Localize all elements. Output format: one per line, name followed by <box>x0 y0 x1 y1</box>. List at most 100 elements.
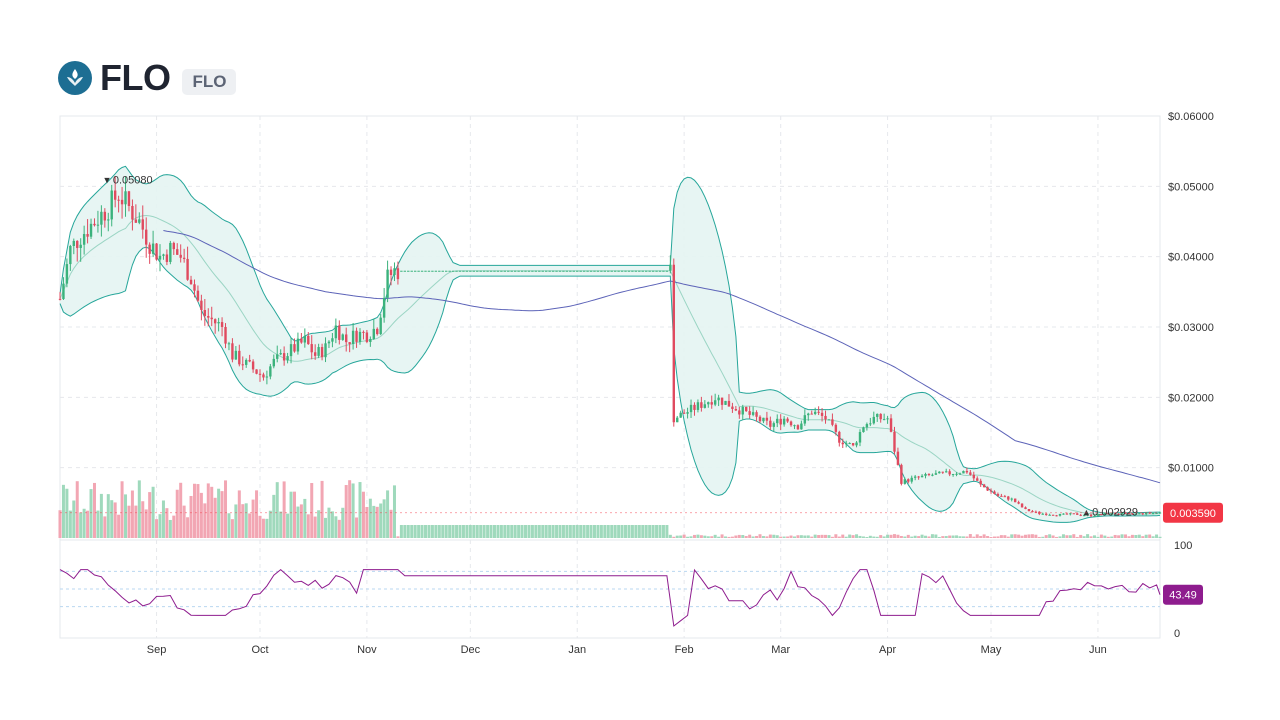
candle-body <box>486 270 489 272</box>
candle-body <box>627 270 631 272</box>
volume-bar <box>1013 534 1017 538</box>
volume-bar <box>475 525 479 538</box>
volume-bar <box>465 525 469 538</box>
candle-body <box>576 270 579 272</box>
candle-body <box>769 420 772 427</box>
volume-bar <box>1048 534 1052 538</box>
volume-bar <box>1092 535 1096 538</box>
volume-bar <box>1082 536 1086 538</box>
candle-body <box>503 270 507 272</box>
volume-bar <box>372 505 376 538</box>
candle-body <box>813 411 817 414</box>
candle-body <box>641 270 644 272</box>
volume-bar <box>820 534 824 538</box>
candle-body <box>310 344 313 353</box>
volume-bar <box>872 536 876 538</box>
volume-bar <box>799 535 803 538</box>
volume-bar <box>568 525 572 538</box>
candle-body <box>969 472 972 475</box>
candle-body <box>107 219 110 221</box>
volume-bar <box>534 525 538 538</box>
candle-body <box>1155 512 1158 514</box>
candle-body <box>262 374 265 378</box>
candle-body <box>517 270 520 272</box>
volume-bar <box>251 499 255 538</box>
candle-body <box>365 332 369 342</box>
candle-body <box>655 270 658 272</box>
volume-bar <box>330 511 334 538</box>
candle-body <box>924 474 927 476</box>
volume-bar <box>1155 534 1159 538</box>
volume-bar <box>224 480 228 538</box>
last-price-label: 0.003590 <box>1170 508 1216 520</box>
candle-body <box>145 229 148 245</box>
candle-body <box>927 474 931 476</box>
candle-body <box>607 270 610 272</box>
candle-body <box>234 350 238 360</box>
candle-body <box>645 270 648 272</box>
volume-bar <box>320 480 324 538</box>
candle-body <box>313 352 317 356</box>
price-tick-label: $0.02000 <box>1168 392 1214 404</box>
volume-bar <box>1058 536 1062 538</box>
volume-bar <box>1044 535 1048 538</box>
candle-body <box>876 413 879 417</box>
volume-bar <box>479 525 483 538</box>
candle-body <box>213 319 217 324</box>
candle-body <box>800 423 803 430</box>
candle-body <box>158 255 162 260</box>
volume-bar <box>758 534 762 538</box>
volume-bar <box>710 536 714 538</box>
volume-bar <box>855 534 859 538</box>
volume-bar <box>289 491 293 538</box>
candle-body <box>827 419 831 421</box>
candle-body <box>807 413 810 416</box>
volume-bar <box>537 525 541 538</box>
volume-bar <box>951 535 955 538</box>
volume-bar <box>513 525 517 538</box>
candle-body <box>1058 513 1062 516</box>
volume-bar <box>830 536 834 538</box>
volume-bar <box>913 535 917 538</box>
candle-body <box>1131 513 1134 515</box>
volume-bar <box>1158 536 1162 538</box>
volume-bar <box>317 510 321 538</box>
candle-body <box>1110 512 1113 515</box>
candle-body <box>400 270 403 272</box>
time-tick-label: Jan <box>568 644 586 656</box>
volume-bar <box>365 506 369 538</box>
volume-bar <box>751 536 755 538</box>
volume-bar <box>917 536 921 538</box>
volume-bar <box>689 536 693 538</box>
plot-frame <box>59 115 1161 639</box>
candle-body <box>620 270 624 272</box>
volume-bar <box>772 534 776 538</box>
volume-bar <box>1137 534 1141 538</box>
volume-bar <box>130 490 134 538</box>
volume-bar <box>841 534 845 538</box>
volume-bar <box>420 525 424 538</box>
candle-body <box>200 300 203 311</box>
candle-body <box>1151 513 1155 515</box>
volume-bar <box>79 512 83 538</box>
volume-bar <box>248 513 252 538</box>
volume-bar <box>982 534 986 538</box>
candle-body <box>682 412 686 414</box>
candle-body <box>272 358 275 367</box>
volume-bar <box>672 536 676 538</box>
candle-body <box>496 270 500 272</box>
volume-bar <box>279 511 283 538</box>
volume-bar <box>734 535 738 538</box>
candle-body <box>720 397 724 405</box>
volume-bar <box>613 525 617 538</box>
volume-bar <box>375 506 379 538</box>
volume-bar <box>1103 535 1107 538</box>
volume-bar <box>761 536 765 538</box>
volume-bar <box>168 519 172 538</box>
volume-bar <box>655 525 659 538</box>
volume-bar <box>561 525 565 538</box>
candle-body <box>765 417 769 421</box>
volume-bar <box>275 482 279 538</box>
volume-bar <box>765 536 769 538</box>
